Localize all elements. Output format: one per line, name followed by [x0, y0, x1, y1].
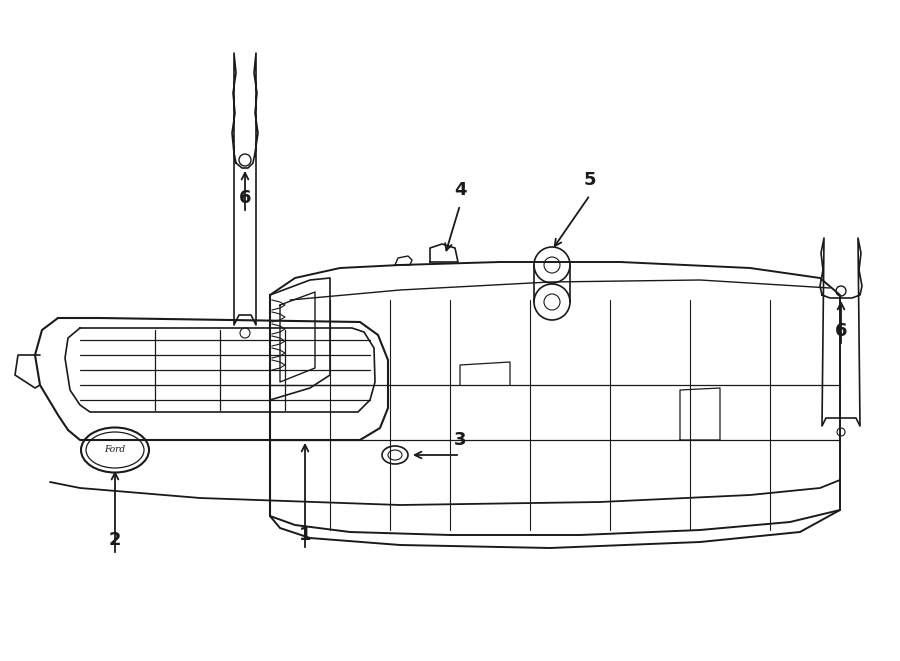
Circle shape — [837, 428, 845, 436]
Text: 1: 1 — [299, 526, 311, 544]
Circle shape — [534, 284, 570, 320]
Text: 3: 3 — [454, 431, 466, 449]
Circle shape — [239, 154, 251, 166]
Text: 2: 2 — [109, 531, 122, 549]
Text: 5: 5 — [584, 171, 596, 189]
Text: 4: 4 — [454, 181, 466, 199]
Circle shape — [836, 286, 846, 296]
Circle shape — [240, 328, 250, 338]
Circle shape — [534, 247, 570, 283]
Text: 6: 6 — [238, 189, 251, 207]
Ellipse shape — [81, 428, 149, 473]
Ellipse shape — [382, 446, 408, 464]
Text: 6: 6 — [835, 322, 847, 340]
Text: Ford: Ford — [104, 446, 126, 455]
